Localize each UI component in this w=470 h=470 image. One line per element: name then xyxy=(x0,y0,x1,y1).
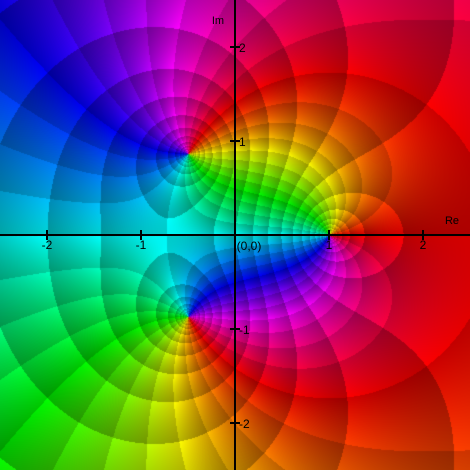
y-axis-label: Im xyxy=(212,15,224,27)
x-tick-label: -1 xyxy=(136,238,147,252)
x-tick-label: 1 xyxy=(326,238,333,252)
y-tick-label: 2 xyxy=(239,41,246,55)
y-tick-label: -2 xyxy=(239,417,250,431)
x-ticks: -2 -1 1 2 xyxy=(42,230,427,252)
origin-label: (0,0) xyxy=(237,239,262,253)
x-tick-label: 2 xyxy=(420,238,427,252)
x-tick-label: -2 xyxy=(42,238,53,252)
y-tick-label: 1 xyxy=(239,135,246,149)
y-tick-label: -1 xyxy=(239,323,250,337)
x-axis-label: Re xyxy=(445,215,459,227)
y-ticks: 2 1 -1 -2 xyxy=(230,41,250,431)
